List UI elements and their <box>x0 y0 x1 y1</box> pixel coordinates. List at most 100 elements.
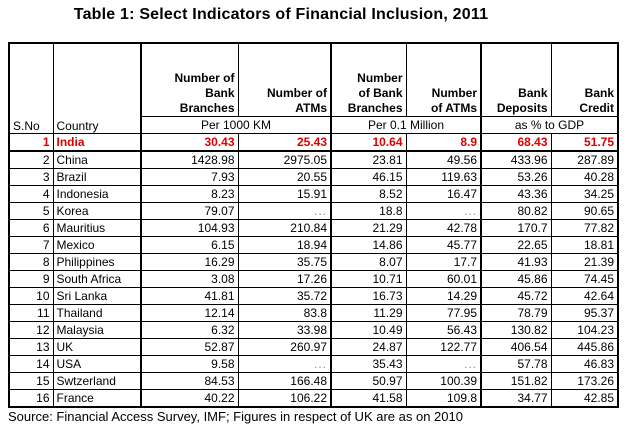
cell-branches-pop: 16.73 <box>330 287 407 305</box>
row-country: UK <box>52 338 142 356</box>
table-row-sri-lanka: 10 Sri Lanka 41.81 35.72 16.73 14.29 45.… <box>8 287 619 305</box>
cell-atms-km: 106.22 <box>237 389 332 408</box>
cell-branches-km: 1428.98 <box>140 150 239 169</box>
cell-deposits: 80.82 <box>480 202 552 220</box>
cell-atms-km: 210.84 <box>237 219 332 237</box>
cell-deposits: 406.54 <box>480 338 552 356</box>
cell-deposits: 68.43 <box>480 133 552 152</box>
table-row-mexico: 7 Mexico 6.15 18.94 14.86 45.77 22.65 18… <box>8 236 619 254</box>
cell-atms-pop: 16.47 <box>405 185 482 203</box>
cell-branches-pop: 14.86 <box>330 236 407 254</box>
table-row-brazil: 3 Brazil 7.93 20.55 46.15 119.63 53.26 4… <box>8 168 619 186</box>
cell-atms-pop: 17.7 <box>405 253 482 271</box>
cell-atms-pop: 8.9 <box>405 133 482 152</box>
row-sno: 8 <box>8 253 54 271</box>
header-atms-per-km: Number of ATMs <box>237 42 332 117</box>
cell-credit: 173.26 <box>550 372 619 390</box>
cell-branches-pop: 11.29 <box>330 304 407 322</box>
row-sno: 14 <box>8 355 54 373</box>
header-atms-per-pop: Number of ATMs <box>405 42 482 117</box>
cell-branches-km: 52.87 <box>140 338 239 356</box>
row-country: USA <box>52 355 142 373</box>
cell-credit: 74.45 <box>550 270 619 288</box>
cell-credit: 46.83 <box>550 355 619 373</box>
row-country: Philippines <box>52 253 142 271</box>
cell-branches-km: 8.23 <box>140 185 239 203</box>
table-row-india: 1 India 30.43 25.43 10.64 8.9 68.43 51.7… <box>8 133 619 152</box>
cell-credit: 445.86 <box>550 338 619 356</box>
header-row-sub: Per 1000 KM Per 0.1 Million as % to GDP <box>9 116 619 134</box>
cell-credit: 34.25 <box>550 185 619 203</box>
cell-branches-pop: 10.71 <box>330 270 407 288</box>
cell-atms-km: 35.75 <box>237 253 332 271</box>
header-sno: S.No <box>8 42 54 134</box>
cell-branches-km: 3.08 <box>140 270 239 288</box>
cell-atms-pop: 60.01 <box>405 270 482 288</box>
cell-atms-pop: 56.43 <box>405 321 482 339</box>
row-sno: 2 <box>8 150 54 169</box>
cell-branches-km: 30.43 <box>140 133 239 152</box>
cell-atms-km: 25.43 <box>237 133 332 152</box>
cell-branches-pop: 24.87 <box>330 338 407 356</box>
source-note: Source: Financial Access Survey, IMF; Fi… <box>8 409 463 424</box>
cell-branches-km: 9.58 <box>140 355 239 373</box>
row-sno: 9 <box>8 270 54 288</box>
cell-deposits: 170.7 <box>480 219 552 237</box>
cell-credit: 90.65 <box>550 202 619 220</box>
cell-atms-pop-missing: ... <box>405 355 482 373</box>
row-sno: 13 <box>8 338 54 356</box>
table-row-thailand: 11 Thailand 12.14 83.8 11.29 77.95 78.79… <box>8 304 619 322</box>
row-country: Mauritius <box>52 219 142 237</box>
table-row-uk: 13 UK 52.87 260.97 24.87 122.77 406.54 4… <box>8 338 619 356</box>
cell-branches-pop: 23.81 <box>330 150 407 169</box>
cell-branches-km: 41.81 <box>140 287 239 305</box>
header-row-top: S.No Country Number of Bank Branches Num… <box>8 42 619 134</box>
cell-branches-km: 104.93 <box>140 219 239 237</box>
cell-branches-pop: 35.43 <box>330 355 407 373</box>
table-row-malaysia: 12 Malaysia 6.32 33.98 10.49 56.43 130.8… <box>8 321 619 339</box>
row-sno: 5 <box>8 202 54 220</box>
cell-credit: 42.64 <box>550 287 619 305</box>
cell-atms-pop: 119.63 <box>405 168 482 186</box>
header-bank-deposits: Bank Deposits <box>480 42 552 117</box>
cell-deposits: 151.82 <box>480 372 552 390</box>
cell-deposits: 22.65 <box>480 236 552 254</box>
table-row-china: 2 China 1428.98 2975.05 23.81 49.56 433.… <box>8 150 619 169</box>
cell-branches-pop: 21.29 <box>330 219 407 237</box>
cell-deposits: 41.93 <box>480 253 552 271</box>
row-country: Malaysia <box>52 321 142 339</box>
cell-atms-pop: 45.77 <box>405 236 482 254</box>
cell-branches-pop: 10.64 <box>330 133 407 152</box>
cell-deposits: 78.79 <box>480 304 552 322</box>
header-bank-branches-per-km: Number of Bank Branches <box>140 42 239 117</box>
row-sno: 10 <box>8 287 54 305</box>
cell-atms-pop: 42.78 <box>405 219 482 237</box>
cell-credit: 77.82 <box>550 219 619 237</box>
cell-deposits: 45.86 <box>480 270 552 288</box>
cell-branches-km: 7.93 <box>140 168 239 186</box>
cell-atms-km-missing: ... <box>237 202 332 220</box>
cell-credit: 18.81 <box>550 236 619 254</box>
table-row-korea: 5 Korea 79.07 ... 18.8 ... 80.82 90.65 <box>8 202 619 220</box>
row-country: Korea <box>52 202 142 220</box>
cell-atms-km: 17.26 <box>237 270 332 288</box>
cell-branches-km: 84.53 <box>140 372 239 390</box>
row-country: Thailand <box>52 304 142 322</box>
cell-credit: 51.75 <box>550 133 619 152</box>
cell-atms-km: 166.48 <box>237 372 332 390</box>
table-row-philippines: 8 Philippines 16.29 35.75 8.07 17.7 41.9… <box>8 253 619 271</box>
cell-atms-pop-missing: ... <box>405 202 482 220</box>
cell-deposits: 34.77 <box>480 389 552 408</box>
cell-credit: 40.28 <box>550 168 619 186</box>
cell-atms-km: 33.98 <box>237 321 332 339</box>
cell-atms-km: 15.91 <box>237 185 332 203</box>
financial-inclusion-table: S.No Country Number of Bank Branches Num… <box>8 42 619 408</box>
cell-branches-pop: 18.8 <box>330 202 407 220</box>
cell-atms-km: 260.97 <box>237 338 332 356</box>
cell-branches-km: 79.07 <box>140 202 239 220</box>
cell-atms-pop: 14.29 <box>405 287 482 305</box>
cell-branches-pop: 8.52 <box>330 185 407 203</box>
row-country: India <box>52 133 142 152</box>
row-country: Indonesia <box>52 185 142 203</box>
